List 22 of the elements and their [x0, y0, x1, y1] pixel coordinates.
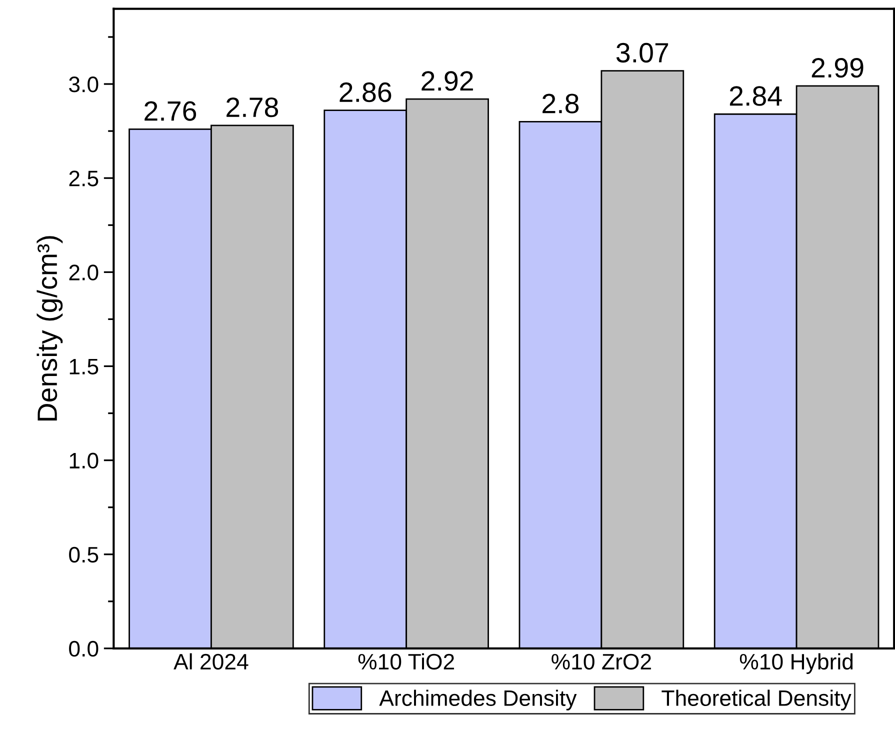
- y-tick-label: 0.5: [69, 546, 98, 563]
- x-tick-label: Al 2024: [174, 653, 248, 670]
- data-label: 2.84: [730, 86, 782, 106]
- y-axis-title: Density (g/cm³): [36, 236, 63, 420]
- y-tick-label: 1.0: [70, 452, 98, 469]
- data-label: 2.8: [542, 94, 579, 114]
- x-tick-label: %10 TiO2: [358, 653, 454, 670]
- data-label: 2.76: [144, 101, 196, 121]
- data-label: 2.99: [812, 58, 864, 78]
- data-label: 3.07: [616, 42, 668, 63]
- y-tick-label: 2.5: [69, 170, 98, 186]
- x-tick-label: %10 Hybrid: [740, 653, 853, 674]
- data-label: 2.86: [340, 82, 392, 102]
- legend-label: Theoretical Density: [662, 690, 852, 710]
- y-tick-label: 0.0: [69, 640, 98, 657]
- x-tick-label: %10 ZrO2: [552, 654, 651, 670]
- data-label: 2.92: [422, 71, 473, 91]
- y-tick-label: 1.5: [70, 358, 98, 374]
- y-tick-label: 3.0: [69, 76, 98, 92]
- data-label: 2.78: [226, 97, 278, 118]
- legend-label: Archimedes Density: [379, 690, 577, 710]
- y-tick-label: 2.0: [69, 264, 98, 280]
